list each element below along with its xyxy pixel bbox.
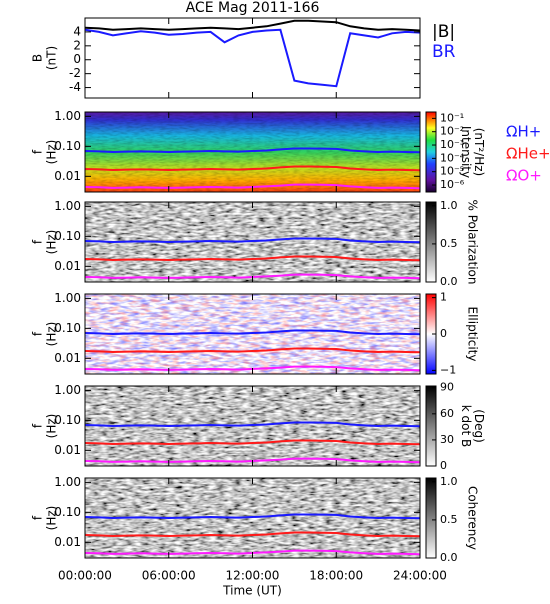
y-tick-label: 0.10 <box>54 321 81 335</box>
colorbar-tick-label: 1.0 <box>440 475 458 488</box>
colorbar <box>425 477 437 559</box>
y-axis-label: (Hz) <box>45 140 59 165</box>
y-tick-label: 1.00 <box>54 109 81 123</box>
y-tick-label: 0.01 <box>54 259 81 273</box>
y-axis-label: f <box>31 149 45 154</box>
series-line <box>85 255 420 262</box>
colorbar-tick-label: 10⁻¹ <box>440 111 464 124</box>
legend-label: BR <box>432 42 456 62</box>
y-axis-label: f <box>31 239 45 244</box>
y-tick-label: 0.01 <box>54 443 81 457</box>
y-tick-label: 1.00 <box>54 199 81 213</box>
y-axis-label: (Hz) <box>45 414 59 439</box>
y-axis-label: f <box>31 331 45 336</box>
colorbar-tick-label: 0.5 <box>440 513 458 526</box>
colorbar-tick-label: 30 <box>440 433 454 446</box>
series-line <box>85 19 420 32</box>
series-line <box>85 513 420 520</box>
colorbar-tick-label: 10⁻² <box>440 125 464 138</box>
colorbar-label: Coherency <box>466 486 480 550</box>
colorbar-label: % Polarization <box>466 200 480 285</box>
colorbar-tick-label: 60 <box>440 407 454 420</box>
series-line <box>85 347 420 354</box>
colorbar-tick-label: 1 <box>440 291 447 304</box>
colorbar-label: (Deg) <box>472 409 486 443</box>
colorbar-tick-label: 10⁻⁶ <box>440 178 465 191</box>
y-tick-label: 1.00 <box>54 291 81 305</box>
series-line <box>85 531 420 538</box>
y-tick-label: 0.01 <box>54 535 81 549</box>
y-axis-label: (Hz) <box>45 322 59 347</box>
legend-label: |B| <box>432 22 455 42</box>
colorbar-tick-label: −1 <box>440 363 456 376</box>
x-tick-label: 12:00:00 <box>226 569 280 583</box>
colorbar-label: Intensity <box>459 126 473 178</box>
colorbar-tick-label: 0.0 <box>440 551 458 564</box>
series-line <box>85 28 420 88</box>
legend-label: ΩO+ <box>506 167 542 185</box>
y-tick-label: 0.10 <box>54 139 81 153</box>
y-tick-label: 1.00 <box>54 475 81 489</box>
x-tick-label: 24:00:00 <box>393 569 447 583</box>
colorbar-tick-label: 90 <box>440 381 454 394</box>
x-tick-label: 18:00:00 <box>309 569 363 583</box>
x-tick-label: 06:00:00 <box>142 569 196 583</box>
y-axis-label: (Hz) <box>45 230 59 255</box>
y-tick-label: 1.00 <box>54 383 81 397</box>
series-line <box>85 421 420 428</box>
colorbar <box>425 201 437 283</box>
y-axis-label: f <box>31 515 45 520</box>
series-line <box>85 329 420 336</box>
colorbar-tick-label: 0 <box>440 459 447 472</box>
series-line <box>85 147 420 154</box>
colorbar-label: (nT²/Hz) <box>472 128 486 176</box>
colorbar-tick-label: 0.0 <box>440 275 458 288</box>
colorbar-tick-label: 10⁻⁵ <box>440 165 464 178</box>
series-line <box>85 439 420 446</box>
series-line <box>85 237 420 244</box>
y-tick-label: 0.10 <box>54 505 81 519</box>
colorbar-label: Ellipticity <box>466 307 480 362</box>
y-tick-label: 0.01 <box>54 351 81 365</box>
series-line <box>85 165 420 172</box>
x-tick-label: 00:00:00 <box>58 569 112 583</box>
colorbar <box>425 111 437 193</box>
y-axis-label: (Hz) <box>45 506 59 531</box>
colorbar-tick-label: 0.5 <box>440 237 458 250</box>
y-axis-label: (nT) <box>45 46 59 70</box>
colorbar-tick-label: 0 <box>440 327 447 340</box>
plot-frame <box>84 17 421 99</box>
y-tick-label: 2 <box>73 38 81 52</box>
legend-label: ΩHe+ <box>506 145 550 163</box>
y-tick-label: 0.10 <box>54 229 81 243</box>
colorbar-tick-label: 10⁻³ <box>440 138 464 151</box>
colorbar-tick-label: 1.0 <box>440 199 458 212</box>
y-tick-label: 0.10 <box>54 413 81 427</box>
x-axis-label: Time (UT) <box>222 584 282 598</box>
y-tick-label: 0.01 <box>54 169 81 183</box>
y-tick-label: -4 <box>69 80 81 94</box>
y-tick-label: 4 <box>73 24 81 38</box>
y-tick-label: 0 <box>73 52 81 66</box>
y-axis-label: f <box>31 423 45 428</box>
colorbar <box>425 385 437 467</box>
y-axis-label: B <box>31 54 45 62</box>
colorbar-tick-label: 10⁻⁴ <box>440 151 465 164</box>
colorbar-label: k dot B <box>459 405 473 447</box>
chart-title: ACE Mag 2011-166 <box>186 0 320 16</box>
legend-label: ΩH+ <box>506 123 541 141</box>
y-tick-label: -2 <box>69 66 81 80</box>
